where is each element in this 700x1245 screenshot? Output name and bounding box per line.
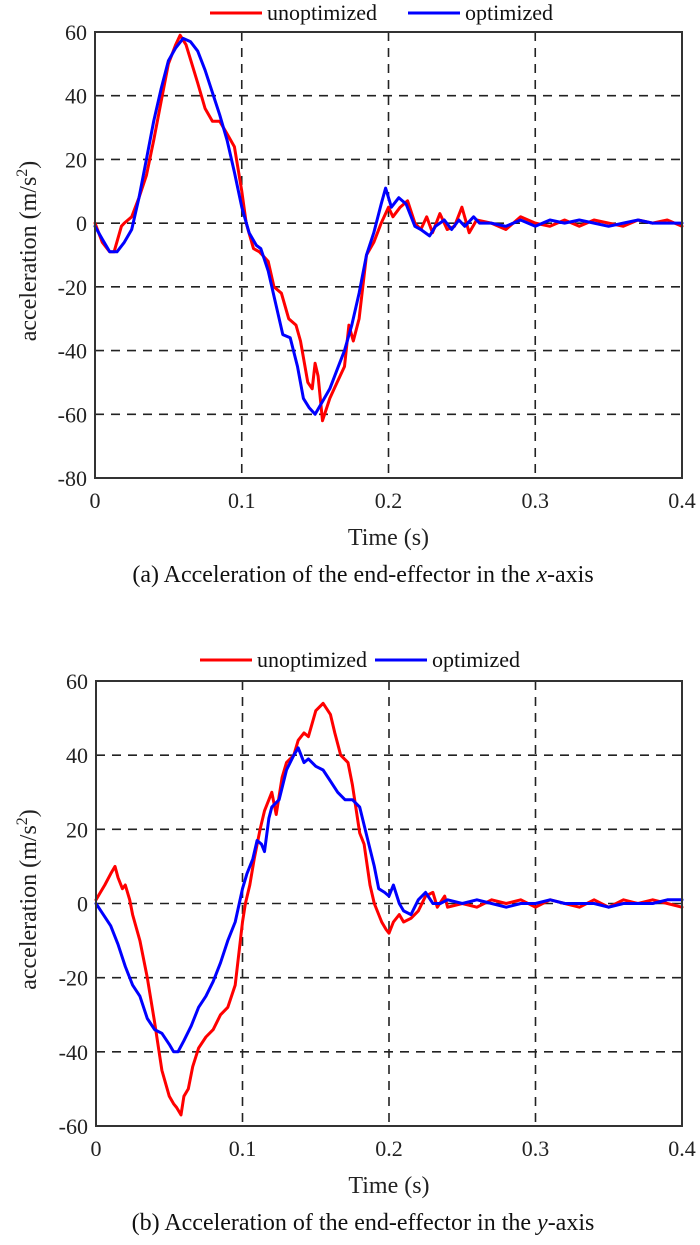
chart-b-y-tick-label: -40: [59, 1040, 88, 1065]
chart-b-caption: (b) Acceleration of the end-effector in …: [132, 1210, 595, 1236]
chart-a-caption-prefix: (a) Acceleration of the end-effector in …: [132, 562, 536, 588]
chart-a-y-tick-label: 60: [65, 20, 87, 45]
chart-b-caption-axis: y: [535, 1210, 548, 1236]
chart-a-caption-suffix: -axis: [547, 562, 594, 588]
chart-b-x-tick-label: 0.4: [668, 1136, 696, 1161]
chart-a-y-axis-label-close: ): [16, 161, 42, 169]
chart-b-caption-prefix: (b) Acceleration of the end-effector in …: [132, 1210, 537, 1236]
chart-b-x-tick-label: 0.2: [375, 1136, 403, 1161]
chart-a-legend-label-unoptimized: unoptimized: [267, 0, 377, 25]
chart-a-legend-label-optimized: optimized: [465, 0, 553, 25]
chart-b-x-tick-label: 0: [91, 1136, 102, 1161]
chart-b-series: [94, 701, 684, 1117]
chart-a-y-tick-label: 40: [65, 84, 87, 109]
chart-b-series-optimized: [94, 746, 684, 1054]
chart-a-y-ticks: 60 40 20 0 -20 -40 -60 -80: [58, 20, 87, 491]
chart-b-y-tick-label: 0: [77, 892, 88, 917]
chart-a-y-tick-label: -80: [58, 466, 87, 491]
chart-b-plot-frame: [95, 680, 683, 1127]
chart-b-x-axis-label: Time (s): [348, 1173, 429, 1199]
chart-a-plot-frame: [94, 31, 683, 479]
chart-b-y-axis-label-close: ): [16, 809, 42, 817]
chart-b-legend-label-optimized: optimized: [432, 647, 520, 672]
chart-b-legend: unoptimized optimized: [200, 647, 520, 672]
chart-b-y-axis-label-sup: 2: [14, 817, 31, 825]
chart-a-y-tick-label: -40: [58, 339, 87, 364]
chart-b-series-unoptimized: [94, 701, 684, 1117]
chart-a-x-tick-label: 0.4: [668, 488, 696, 513]
chart-a-x-ticks: 0 0.1 0.2 0.3 0.4: [90, 488, 696, 513]
chart-a-y-axis-label-main: acceleration (m/s: [16, 177, 42, 342]
chart-b-y-tick-label: -20: [59, 966, 88, 991]
chart-b-x-tick-label: 0.1: [229, 1136, 257, 1161]
chart-b-y-tick-label: 20: [66, 817, 88, 842]
chart-b-y-tick-label: -60: [59, 1114, 88, 1139]
chart-b-y-axis-label: acceleration (m/s2): [14, 809, 42, 990]
chart-b-y-axis-label-main: acceleration (m/s: [16, 825, 42, 990]
chart-a-y-tick-label: 20: [65, 147, 87, 172]
chart-a-x-axis-acceleration: 60 40 20 0 -20 -40 -60 -80 0 0.1 0.2 0.3 0.4 accele…: [14, 0, 696, 588]
chart-a-x-axis-label: Time (s): [348, 525, 429, 551]
chart-b-caption-suffix: -axis: [548, 1210, 595, 1236]
chart-a-y-tick-label: -60: [58, 402, 87, 427]
chart-a-series-unoptimized: [93, 33, 684, 423]
chart-b-y-ticks: 60 40 20 0 -20 -40 -60: [59, 669, 88, 1139]
chart-b-x-tick-label: 0.3: [522, 1136, 550, 1161]
chart-b-x-ticks: 0 0.1 0.2 0.3 0.4: [91, 1136, 696, 1161]
chart-a-gridlines: [95, 32, 682, 478]
chart-b-legend-label-unoptimized: unoptimized: [257, 647, 367, 672]
chart-b-y-tick-label: 60: [66, 669, 88, 694]
chart-a-x-tick-label: 0.3: [522, 488, 550, 513]
chart-a-x-tick-label: 0.1: [228, 488, 256, 513]
chart-a-legend: unoptimized optimized: [210, 0, 553, 25]
chart-a-y-tick-label: -20: [58, 275, 87, 300]
chart-b-gridlines: [96, 681, 682, 1126]
chart-a-series-optimized: [93, 36, 684, 416]
chart-b-y-tick-label: 40: [66, 743, 88, 768]
chart-a-caption: (a) Acceleration of the end-effector in …: [132, 562, 593, 588]
chart-a-y-axis-label-sup: 2: [14, 169, 31, 177]
chart-a-series: [93, 33, 684, 423]
chart-a-x-tick-label: 0: [90, 488, 101, 513]
chart-a-x-tick-label: 0.2: [375, 488, 403, 513]
chart-a-y-tick-label: 0: [76, 211, 87, 236]
chart-a-y-axis-label: acceleration (m/s2): [14, 161, 42, 342]
chart-a-caption-axis: x: [535, 562, 547, 588]
chart-b-y-axis-acceleration: 60 40 20 0 -20 -40 -60 0 0.1 0.2 0.3 0.4 accelerat…: [14, 647, 696, 1236]
